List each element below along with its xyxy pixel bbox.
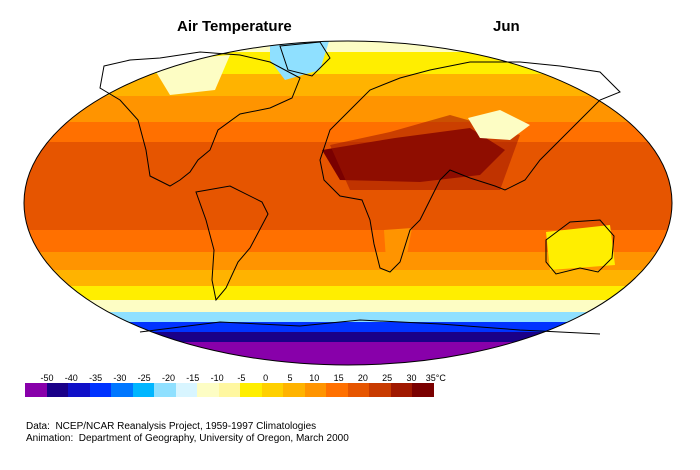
legend-swatch: [68, 383, 90, 397]
legend-tick-label: 0: [263, 373, 269, 383]
legend-tick-label: -10: [210, 373, 224, 383]
legend-tick-label: -35: [89, 373, 103, 383]
legend-swatch: [412, 383, 434, 397]
legend-tick-label: -15: [186, 373, 200, 383]
coastlines: [99, 41, 621, 335]
legend-swatch: [390, 383, 412, 397]
legend-tick-label: 20: [357, 373, 368, 383]
legend-swatch: [132, 383, 154, 397]
legend-swatch: [218, 383, 240, 397]
legend-swatch: [197, 383, 219, 397]
credits: Data: NCEP/NCAR Reanalysis Project, 1959…: [26, 421, 349, 445]
legend-tick-label: 30: [406, 373, 417, 383]
month-label: Jun: [493, 18, 520, 35]
legend-tick-label: 25: [382, 373, 393, 383]
north-america-outline: [99, 51, 301, 187]
legend-tick-label: -20: [161, 373, 175, 383]
legend-swatch: [347, 383, 369, 397]
legend-swatch: [46, 383, 68, 397]
legend-tick-label: -30: [113, 373, 127, 383]
legend-swatch: [89, 383, 111, 397]
legend-tick-label: 35°C: [425, 373, 446, 383]
legend-swatch: [369, 383, 391, 397]
south-america-outline: [195, 185, 269, 302]
legend-tick-label: -50: [40, 373, 54, 383]
legend-swatch: [326, 383, 348, 397]
legend-tick-label: -25: [137, 373, 151, 383]
map-title: Air Temperature: [177, 18, 292, 35]
antarctica-outline: [139, 319, 601, 335]
globe-border: [23, 40, 673, 366]
legend-tick-label: -5: [237, 373, 246, 383]
legend-swatch: [304, 383, 326, 397]
legend-swatch: [175, 383, 197, 397]
legend-tick-label: 10: [309, 373, 320, 383]
eurasia-africa-outline: [319, 61, 621, 273]
data-source-text: Data: NCEP/NCAR Reanalysis Project, 1959…: [26, 421, 317, 432]
legend-tick-label: 5: [287, 373, 293, 383]
australia-outline: [545, 219, 615, 275]
legend-swatch: [240, 383, 262, 397]
legend-tick-labels: -50 -40 -35 -30 -25 -20 -15 -10 -5 0 5 10 15 20 25 30 35…: [0, 373, 700, 385]
legend-tick-label: -40: [64, 373, 78, 383]
greenland-outline: [279, 41, 331, 77]
animation-credit-text: Animation: Department of Geography, Univ…: [26, 433, 349, 444]
legend-swatch: [154, 383, 176, 397]
legend-swatch: [111, 383, 133, 397]
legend-color-bar: [25, 383, 434, 397]
legend-tick-label: 15: [333, 373, 344, 383]
legend-swatch: [283, 383, 305, 397]
legend-swatch: [261, 383, 283, 397]
legend-swatch: [25, 383, 47, 397]
